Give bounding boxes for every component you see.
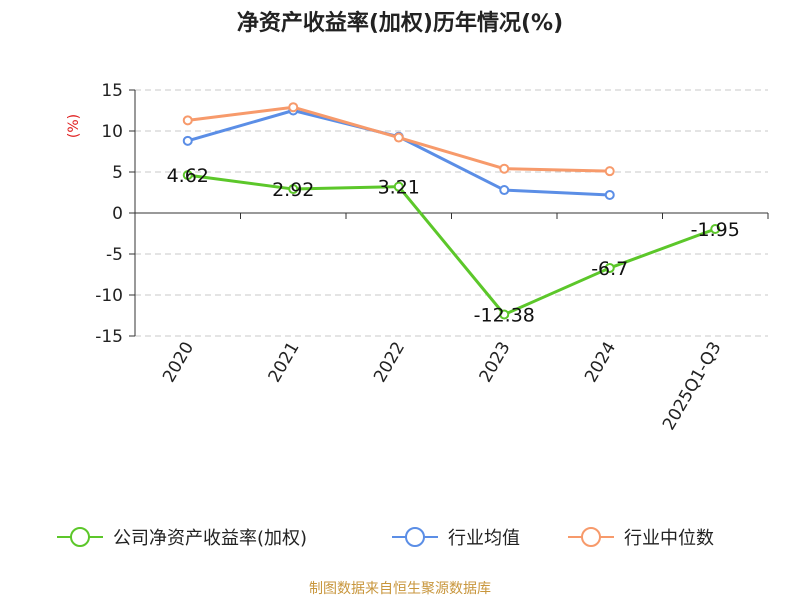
x-tick-label: 2025Q1-Q3 xyxy=(659,339,726,434)
grid xyxy=(135,89,768,337)
data-point xyxy=(393,181,404,192)
series xyxy=(182,102,721,320)
legend-label: 行业均值 xyxy=(448,528,520,549)
data-label: 2.92 xyxy=(272,179,314,201)
data-point xyxy=(604,262,615,273)
y-tick-label: 0 xyxy=(112,204,123,224)
data-label: 3.21 xyxy=(378,177,420,199)
data-point xyxy=(393,132,404,143)
data-point xyxy=(604,166,615,177)
legend-item[interactable]: 行业均值 xyxy=(392,527,520,549)
data-point xyxy=(182,170,193,181)
x-tick-label: 2022 xyxy=(370,339,409,386)
x-tick-label: 2024 xyxy=(581,339,620,386)
y-tick-label: -5 xyxy=(106,245,123,265)
data-point xyxy=(604,189,615,200)
source-note: 制图数据来自恒生聚源数据库 xyxy=(309,581,491,597)
data-labels: 4.62 2.92 3.21 -12.38 -6.7 -1.95 xyxy=(167,165,740,326)
legend-marker xyxy=(70,527,90,547)
data-point xyxy=(499,309,510,320)
legend-marker xyxy=(581,527,601,547)
legend-marker xyxy=(405,527,425,547)
data-point xyxy=(288,102,299,113)
y-tick-label: 10 xyxy=(101,122,123,142)
data-label: 4.62 xyxy=(167,165,209,187)
y-tick-label: 15 xyxy=(101,81,123,101)
legend-item[interactable]: 行业中位数 xyxy=(568,527,714,549)
data-label: -12.38 xyxy=(474,305,535,327)
series-line xyxy=(187,173,716,317)
x-tick-label: 2020 xyxy=(159,339,198,386)
data-point xyxy=(710,223,721,234)
data-point xyxy=(288,184,299,195)
x-tick-label: 2021 xyxy=(265,339,304,386)
y-tick-label: -10 xyxy=(95,286,123,306)
x-tick-label: 2023 xyxy=(476,339,515,386)
legend-label: 行业中位数 xyxy=(624,528,714,549)
data-point xyxy=(182,135,193,146)
legend-item[interactable]: 公司净资产收益率(加权) xyxy=(57,527,307,549)
data-label: -1.95 xyxy=(691,219,740,241)
data-point xyxy=(499,185,510,196)
y-tick-label: -15 xyxy=(95,327,123,347)
data-label: -6.7 xyxy=(591,258,628,280)
data-point xyxy=(499,163,510,174)
y-axis-unit-label: (%) xyxy=(66,114,82,138)
legend-label: 公司净资产收益率(加权) xyxy=(113,528,307,549)
legend: 公司净资产收益率(加权) 行业均值 行业中位数 xyxy=(57,527,714,549)
y-tick-label: 5 xyxy=(112,163,123,183)
data-point xyxy=(182,115,193,126)
chart-title: 净资产收益率(加权)历年情况(%) xyxy=(237,10,563,36)
axes: 15 10 5 0 -5 -10 -15 2020 2021 2022 2023 2024 2025Q1… xyxy=(95,81,769,434)
